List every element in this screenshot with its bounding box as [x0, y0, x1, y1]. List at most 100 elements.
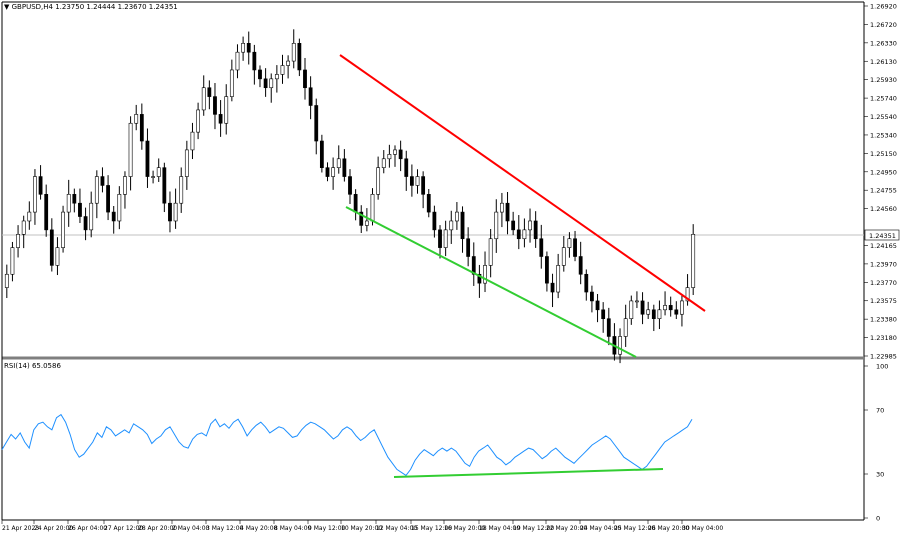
ohlc-low: 1.23670 — [117, 3, 147, 11]
time-tick-label: 26 Apr 04:00 — [68, 525, 107, 532]
bear-candle — [584, 273, 589, 293]
bear-candle — [218, 114, 223, 124]
bull-candle — [27, 211, 32, 222]
bull-candle — [449, 220, 454, 231]
bull-candle — [663, 305, 667, 311]
price-tick-label: 1.25150 — [870, 150, 897, 158]
bull-candle — [286, 60, 291, 66]
price-tick-label: 1.25540 — [870, 113, 897, 121]
price-tick-label: 1.24560 — [870, 205, 897, 213]
price-tick-label: 1.23380 — [870, 316, 897, 324]
price-tick-label: 1.26330 — [870, 39, 897, 47]
bull-candle — [561, 247, 566, 266]
price-tick-label: 1.23770 — [870, 279, 897, 287]
price-tick-label: 1.26130 — [870, 58, 897, 66]
bear-candle — [207, 87, 212, 97]
bull-candle — [443, 229, 448, 248]
rsi-tick-label: 100 — [876, 363, 888, 371]
bull-candle — [629, 300, 634, 319]
bull-candle — [500, 202, 504, 213]
bull-candle — [235, 51, 240, 71]
bear-candle — [106, 185, 110, 213]
rsi-tick-label: 70 — [876, 407, 884, 415]
price-tick-label: 1.23970 — [870, 260, 897, 268]
bear-candle — [601, 309, 606, 319]
current-price-tag — [864, 229, 900, 241]
bear-candle — [539, 238, 544, 257]
support-trendline — [345, 206, 637, 358]
time-tick-label: 8 May 04:00 — [274, 525, 312, 532]
bull-candle — [393, 149, 397, 155]
bear-candle — [545, 256, 549, 284]
time-tick-label: 16 May 20:00 — [444, 525, 485, 532]
price-tick-label: 1.26720 — [870, 21, 897, 29]
bear-candle — [83, 216, 88, 231]
bear-candle — [168, 202, 172, 222]
time-tick-label: 30 May 04:00 — [682, 525, 723, 532]
rsi-line — [1, 413, 693, 477]
bear-candle — [100, 176, 105, 186]
bull-candle — [16, 233, 20, 248]
bull-candle — [376, 167, 381, 195]
time-tick-label: 21 Apr 2023 — [2, 525, 39, 532]
time-tick-label: 27 Apr 12:00 — [104, 525, 143, 532]
price-tick-label: 1.25740 — [870, 95, 897, 103]
time-tick-label: 28 Apr 20:00 — [138, 525, 177, 532]
bull-candle — [381, 158, 386, 168]
bear-candle — [246, 43, 251, 53]
bull-candle — [179, 176, 184, 204]
bear-candle — [297, 43, 302, 71]
bear-candle — [162, 167, 167, 204]
time-tick-label: 4 May 20:00 — [240, 525, 278, 532]
bull-candle — [556, 265, 561, 293]
dropdown-marker-icon[interactable]: ▼ — [4, 3, 10, 11]
bull-candle — [190, 131, 195, 151]
bear-candle — [651, 309, 656, 319]
ohlc-close: 1.24351 — [148, 3, 178, 11]
bull-candle — [494, 211, 499, 240]
time-tick-label: 3 May 12:00 — [206, 525, 244, 532]
time-tick-label: 22 May 20:00 — [546, 525, 587, 532]
bull-candle — [415, 176, 420, 186]
bull-candle — [488, 238, 493, 266]
time-tick-label: 10 May 20:00 — [341, 525, 382, 532]
bear-candle — [308, 87, 313, 106]
resistance-trendline — [339, 54, 706, 312]
bear-candle — [111, 211, 116, 222]
bear-candle — [516, 229, 521, 240]
time-tick-label: 19 May 12:00 — [513, 525, 554, 532]
bull-candle — [128, 122, 133, 177]
price-tick-label: 1.25340 — [870, 131, 897, 139]
price-tick-label: 1.26920 — [870, 3, 897, 11]
bull-candle — [691, 233, 696, 288]
bull-candle — [229, 69, 234, 97]
bull-candle — [454, 211, 459, 222]
bull-candle — [483, 265, 487, 284]
bear-candle — [353, 194, 358, 213]
bull-candle — [618, 336, 622, 355]
bear-candle — [471, 256, 476, 275]
bull-candle — [184, 149, 189, 177]
bear-candle — [213, 96, 217, 115]
rsi-group — [1, 413, 693, 478]
price-tick-label: 1.23575 — [870, 297, 897, 305]
bull-candle — [151, 176, 155, 178]
bear-candle — [432, 211, 437, 231]
time-tick-label: 18 May 04:00 — [479, 525, 520, 532]
price-axis-ticks: 1.26920 1.26720 1.26330 1.26130 1.25930 1.257… — [864, 3, 897, 361]
bear-candle — [426, 194, 431, 213]
bull-candle — [89, 202, 94, 231]
bull-candle — [646, 309, 651, 315]
time-tick-label: 26 May 20:00 — [648, 525, 689, 532]
bear-candle — [578, 256, 583, 275]
bear-candle — [359, 211, 364, 226]
bull-candle — [522, 229, 527, 240]
bull-candle — [387, 154, 392, 160]
bear-candle — [49, 229, 54, 266]
bull-candle — [364, 220, 369, 226]
bull-candle — [201, 87, 206, 111]
